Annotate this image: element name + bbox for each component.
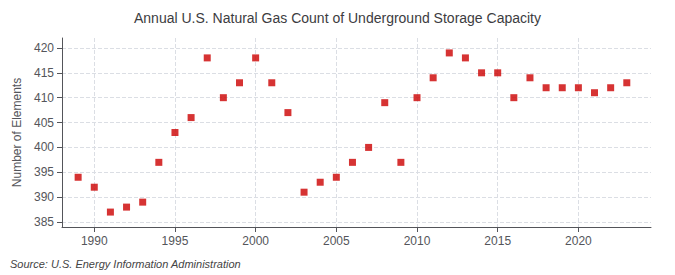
svg-text:1990: 1990: [81, 234, 108, 248]
svg-text:395: 395: [34, 165, 54, 179]
svg-text:2005: 2005: [323, 234, 350, 248]
svg-text:390: 390: [34, 190, 54, 204]
svg-text:1995: 1995: [162, 234, 189, 248]
svg-text:385: 385: [34, 215, 54, 229]
svg-text:2020: 2020: [565, 234, 592, 248]
svg-text:Source: U.S. Energy Informatio: Source: U.S. Energy Information Administ…: [10, 258, 241, 270]
svg-text:415: 415: [34, 66, 54, 80]
svg-text:2000: 2000: [242, 234, 269, 248]
svg-text:2015: 2015: [484, 234, 511, 248]
svg-text:400: 400: [34, 140, 54, 154]
svg-text:Annual U.S. Natural Gas Count: Annual U.S. Natural Gas Count of Undergr…: [134, 10, 541, 26]
svg-text:420: 420: [34, 41, 54, 55]
svg-text:410: 410: [34, 91, 54, 105]
svg-text:2010: 2010: [404, 234, 431, 248]
svg-text:Number of Elements: Number of Elements: [10, 78, 24, 187]
svg-text:405: 405: [34, 116, 54, 130]
